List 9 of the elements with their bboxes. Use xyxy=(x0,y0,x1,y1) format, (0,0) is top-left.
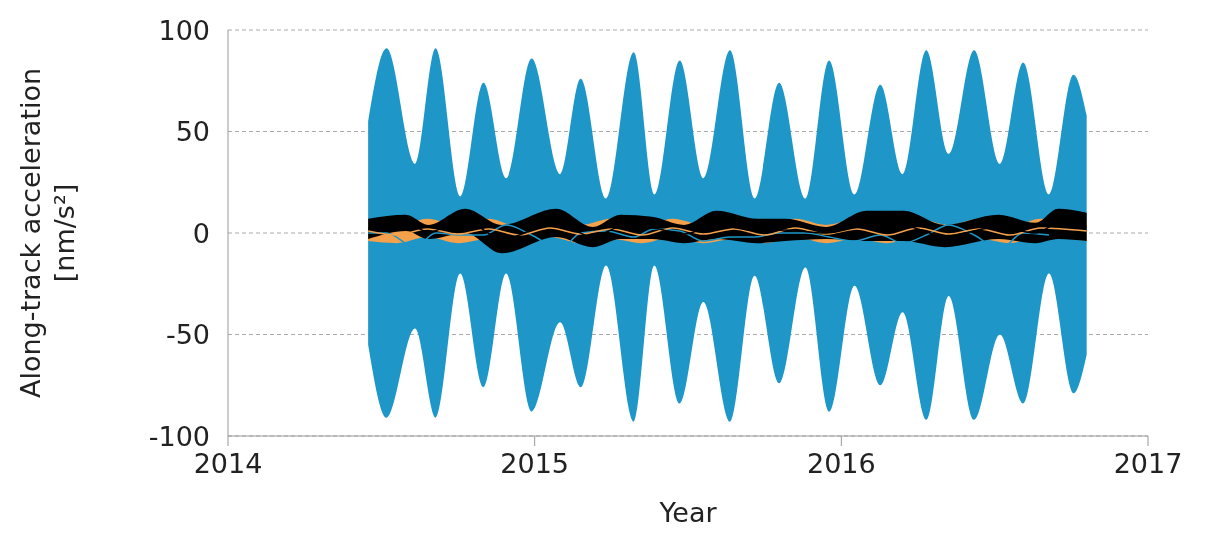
y-tick-label: -50 xyxy=(165,319,210,351)
x-tick-label: 2017 xyxy=(1113,448,1183,480)
y-tick-label: 0 xyxy=(192,217,210,249)
y-axis-title: Along-track acceleration [nm/s²] xyxy=(15,67,80,399)
x-tick-label: 2016 xyxy=(806,448,876,480)
y-tick-label: 50 xyxy=(175,116,210,148)
x-tick-label: 2015 xyxy=(500,448,570,480)
y-tick-label: 100 xyxy=(158,14,210,46)
x-axis-title: Year xyxy=(658,497,718,528)
